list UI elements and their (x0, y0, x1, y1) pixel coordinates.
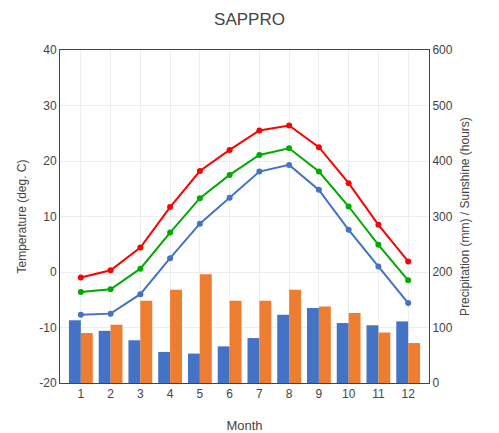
svg-text:5: 5 (197, 387, 204, 401)
svg-text:Precipitation (mm) / Sunshine: Precipitation (mm) / Sunshine (hours) (458, 117, 472, 316)
svg-text:300: 300 (432, 210, 452, 224)
svg-text:12: 12 (401, 387, 415, 401)
svg-text:40: 40 (43, 43, 57, 57)
svg-text:0: 0 (50, 265, 57, 279)
svg-text:SAPPRO: SAPPRO (214, 10, 285, 29)
svg-text:20: 20 (43, 154, 57, 168)
svg-text:Month: Month (226, 418, 262, 433)
svg-text:400: 400 (432, 154, 452, 168)
svg-text:7: 7 (256, 387, 263, 401)
svg-text:2: 2 (107, 387, 114, 401)
svg-text:10: 10 (342, 387, 356, 401)
svg-text:500: 500 (432, 99, 452, 113)
svg-text:-10: -10 (39, 321, 57, 335)
svg-text:1: 1 (77, 387, 84, 401)
svg-text:4: 4 (167, 387, 174, 401)
svg-text:10: 10 (43, 210, 57, 224)
svg-text:600: 600 (432, 43, 452, 57)
svg-text:200: 200 (432, 265, 452, 279)
svg-text:0: 0 (432, 376, 439, 390)
svg-text:8: 8 (286, 387, 293, 401)
svg-text:30: 30 (43, 99, 57, 113)
svg-text:-20: -20 (39, 376, 57, 390)
svg-text:11: 11 (372, 387, 385, 401)
svg-text:3: 3 (137, 387, 144, 401)
svg-text:Temperature (deg. C): Temperature (deg. C) (15, 159, 29, 273)
svg-text:9: 9 (316, 387, 323, 401)
svg-text:6: 6 (226, 387, 233, 401)
svg-text:100: 100 (432, 321, 452, 335)
